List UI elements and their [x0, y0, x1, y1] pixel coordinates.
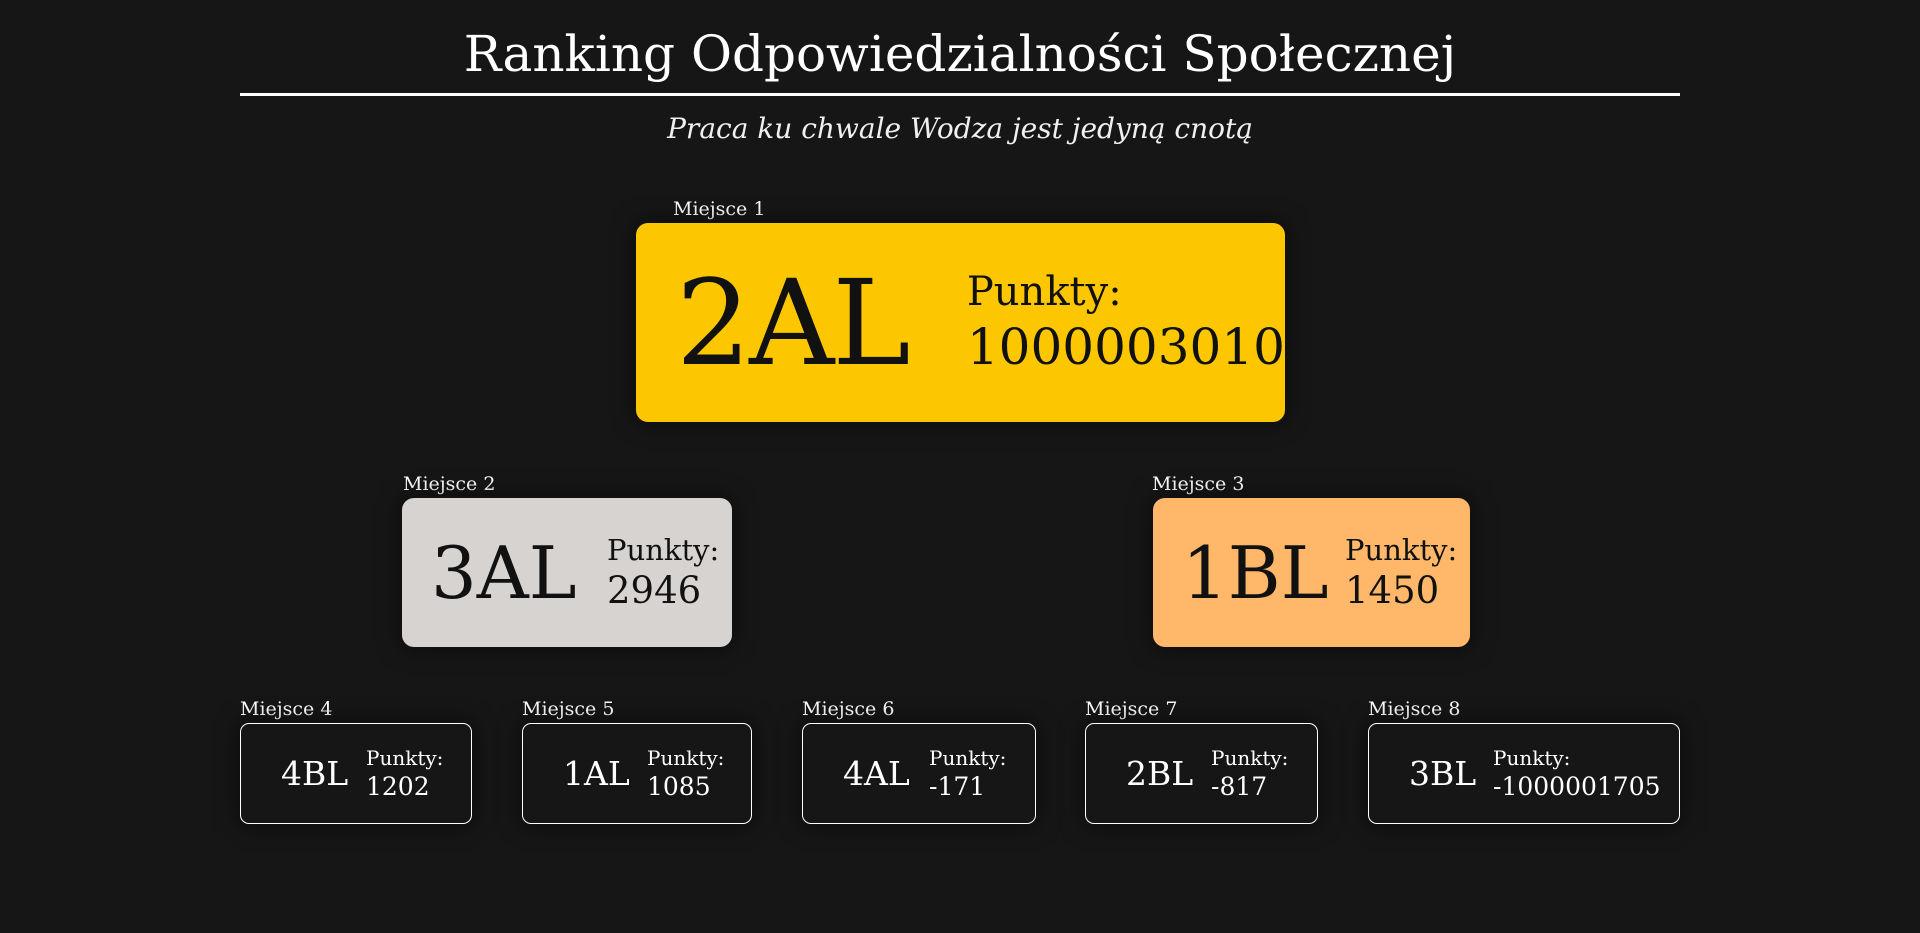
points-value: 2946 [607, 568, 702, 612]
points-value: -171 [929, 771, 986, 801]
points-block: Punkty: -171 [929, 745, 1006, 803]
ranking-card-gold: 2AL Punkty: 1000003010 [636, 223, 1285, 422]
points-block: Punkty: 2946 [607, 532, 719, 614]
points-block: Punkty: -817 [1211, 745, 1288, 803]
team-name: 4BL [281, 753, 349, 793]
points-value: 1085 [647, 771, 711, 801]
points-label: Punkty: [1345, 532, 1458, 567]
place-label: Miejsce 4 [240, 698, 333, 720]
team-name: 3BL [1409, 753, 1477, 793]
team-name: 1AL [563, 753, 630, 793]
team-name: 2BL [1126, 753, 1194, 793]
points-value: 1450 [1345, 568, 1440, 612]
points-value: 1202 [366, 771, 430, 801]
team-name: 1BL [1182, 530, 1329, 615]
ranking-card: 4AL Punkty: -171 [802, 723, 1036, 824]
place-label: Miejsce 3 [1152, 473, 1245, 495]
points-block: Punkty: 1202 [366, 745, 443, 803]
points-label: Punkty: [966, 268, 1122, 315]
points-value: -1000001705 [1493, 771, 1661, 801]
points-block: Punkty: 1085 [647, 745, 724, 803]
page-title: Ranking Odpowiedzialności Społecznej [463, 25, 1457, 83]
place-label: Miejsce 6 [802, 698, 895, 720]
points-label: Punkty: [929, 745, 1007, 770]
place-label: Miejsce 8 [1368, 698, 1461, 720]
points-label: Punkty: [647, 745, 725, 770]
points-label: Punkty: [1211, 745, 1289, 770]
ranking-card-bronze: 1BL Punkty: 1450 [1153, 498, 1470, 647]
points-label: Punkty: [366, 745, 444, 770]
points-block: Punkty: 1450 [1345, 532, 1457, 614]
ranking-card: 2BL Punkty: -817 [1085, 723, 1318, 824]
points-label: Punkty: [607, 532, 720, 567]
place-label: Miejsce 1 [673, 198, 766, 220]
title-divider [240, 93, 1680, 96]
ranking-card: 4BL Punkty: 1202 [240, 723, 472, 824]
points-label: Punkty: [1493, 745, 1571, 770]
place-label: Miejsce 2 [403, 473, 496, 495]
team-name: 2AL [676, 253, 911, 392]
place-label: Miejsce 5 [522, 698, 615, 720]
place-label: Miejsce 7 [1085, 698, 1178, 720]
ranking-card: 1AL Punkty: 1085 [522, 723, 752, 824]
team-name: 4AL [843, 753, 910, 793]
ranking-card-silver: 3AL Punkty: 2946 [402, 498, 732, 647]
points-block: Punkty: 1000003010 [967, 268, 1285, 378]
points-block: Punkty: -1000001705 [1493, 745, 1661, 803]
points-value: -817 [1211, 771, 1268, 801]
points-value: 1000003010 [966, 317, 1285, 376]
team-name: 3AL [431, 530, 577, 615]
ranking-card: 3BL Punkty: -1000001705 [1368, 723, 1680, 824]
page-subtitle: Praca ku chwale Wodza jest jedyną cnotą [667, 112, 1253, 145]
